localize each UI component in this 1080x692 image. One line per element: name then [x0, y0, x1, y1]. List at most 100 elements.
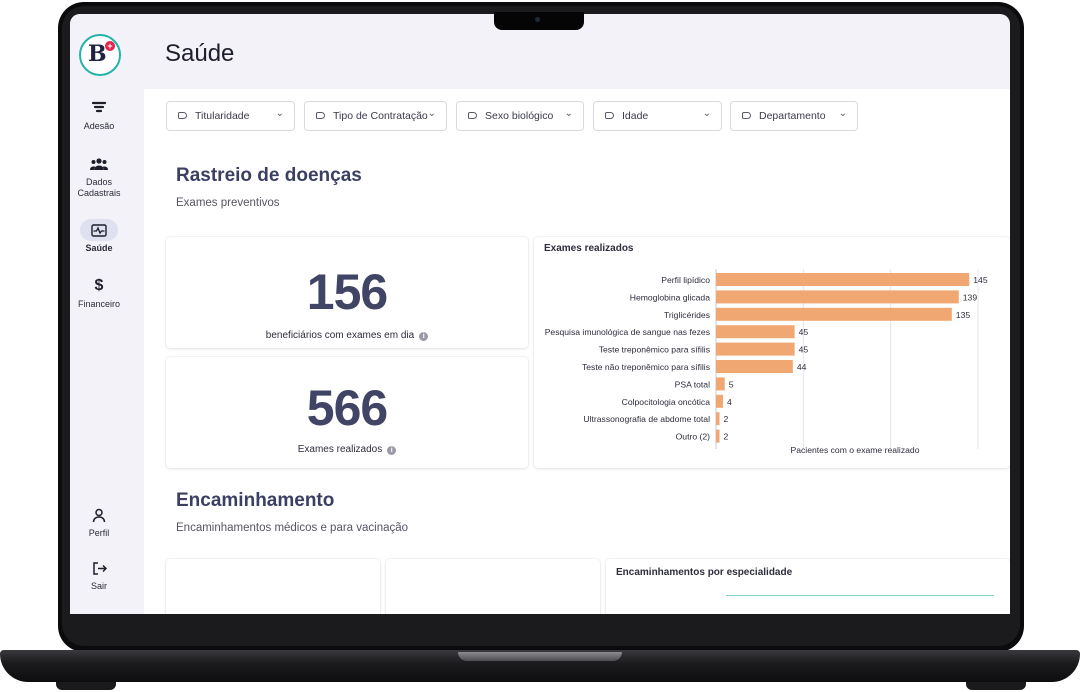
tag-icon [316, 112, 325, 119]
chart-bar [716, 307, 952, 321]
sidebar-item-label: Perfil [88, 528, 110, 538]
logout-icon [80, 557, 118, 579]
referral-chart-title: Encaminhamentos por especialidade [616, 567, 793, 578]
data-label: 5 [729, 379, 734, 389]
chevron-down-icon: ⌄ [838, 108, 847, 119]
filter-label: Idade [622, 110, 649, 122]
kpi-label-wrap: Exames realizados i [166, 444, 528, 455]
category-label: Teste não treponêmico para sífilis [582, 362, 710, 372]
chart-bar [716, 412, 720, 426]
sidebar-item-label: Saúde [85, 243, 113, 253]
kpi-label: Exames realizados [297, 444, 383, 455]
section-subtitle-rastreio: Exames preventivos [176, 197, 280, 209]
referral-chart-bar [726, 595, 994, 596]
filter-tipo-contratacao[interactable]: Tipo de Contratação ⌄ [304, 101, 447, 131]
data-label: 44 [797, 362, 807, 372]
exams-bar-chart: Perfil lipídico 145 Hemoglobina glicada 139… [545, 269, 988, 455]
section-title-encaminhamento: Encaminhamento [176, 490, 335, 511]
kpi-value: 566 [306, 380, 388, 436]
category-label: PSA total [675, 379, 710, 389]
sidebar-item-financeiro[interactable]: $ Financeiro [70, 275, 128, 310]
logo-letter: B [88, 41, 107, 67]
dollar-icon: $ [94, 277, 104, 294]
data-label: 45 [799, 345, 809, 355]
category-label: Perfil lipídico [661, 275, 710, 285]
chevron-down-icon: ⌄ [427, 108, 436, 119]
data-label: 2 [723, 414, 728, 424]
data-label: 145 [973, 275, 988, 285]
laptop-foot-right [966, 682, 1026, 690]
sidebar-item-saude[interactable]: Saúde [70, 219, 128, 254]
chart-bar [716, 394, 723, 408]
filter-departamento[interactable]: Departamento ⌄ [730, 101, 858, 131]
chart-bar [716, 377, 725, 391]
referral-card-1 [166, 559, 380, 614]
sidebar-item-dados-cadastrais[interactable]: Dados Cadastrais [70, 153, 128, 199]
filter-label: Tipo de Contratação [333, 110, 428, 122]
category-label: Pesquisa imunológica de sangue nas fezes [545, 327, 710, 337]
chart-bar [716, 325, 795, 339]
referral-card-2 [386, 559, 600, 614]
category-label: Teste treponêmico para sífilis [599, 345, 710, 355]
chevron-down-icon: ⌄ [564, 108, 573, 119]
data-label: 45 [799, 327, 809, 337]
data-label: 135 [956, 310, 971, 320]
user-icon [80, 504, 118, 526]
sidebar-item-label: Financeiro [77, 299, 121, 309]
chart-bar [716, 429, 720, 443]
tag-icon [178, 112, 187, 119]
chevron-down-icon: ⌄ [702, 108, 711, 119]
referral-chart-card: Encaminhamentos por especialidade [606, 559, 1010, 614]
filter-idade[interactable]: Idade ⌄ [593, 101, 722, 131]
page-title: Saúde [165, 40, 235, 67]
sidebar: B + Adesão Dados Cadastrais [70, 14, 128, 614]
data-label: 139 [963, 292, 978, 302]
chart-bar [716, 290, 959, 304]
logo-plus: + [105, 41, 115, 51]
tag-icon [742, 112, 751, 119]
tag-icon [468, 112, 477, 119]
exams-chart-card: Exames realizados Perfil lipídico 145 Hemo… [534, 237, 1010, 468]
sidebar-item-label: Adesão [83, 121, 115, 131]
kpi-card-exames: 566 Exames realizados i [166, 357, 528, 468]
sidebar-item-label: Dados Cadastrais [77, 177, 121, 198]
category-label: Hemoglobina glicada [630, 292, 710, 302]
kpi-card-beneficiarios: 156 beneficiários com exames em dia i [166, 237, 528, 348]
category-label: Colpocitologia oncótica [622, 397, 711, 407]
filter-sexo-biologico[interactable]: Sexo biológico ⌄ [456, 101, 584, 131]
data-label: 2 [723, 432, 728, 442]
filter-titularidade[interactable]: Titularidade ⌄ [166, 101, 295, 131]
info-icon[interactable]: i [419, 332, 429, 341]
filter-label: Sexo biológico [485, 110, 554, 122]
funnel-icon [80, 97, 118, 119]
sidebar-item-sair[interactable]: Sair [70, 557, 128, 592]
chart-title: Exames realizados [544, 243, 634, 254]
health-icon [80, 219, 118, 241]
section-subtitle-encaminhamento: Encaminhamentos médicos e para vacinação [176, 522, 409, 534]
chart-bar [716, 342, 795, 356]
sidebar-item-adesao[interactable]: Adesão [70, 97, 128, 132]
brand-logo[interactable]: B + [79, 34, 121, 76]
x-axis-title: Pacientes com o exame realizado [791, 445, 920, 455]
sidebar-item-label: Sair [90, 581, 107, 591]
kpi-label: beneficiários com exames em dia [265, 330, 415, 341]
chevron-down-icon: ⌄ [275, 108, 284, 119]
info-icon[interactable]: i [387, 446, 397, 455]
category-label: Triglicérides [664, 310, 710, 320]
camera-icon [535, 17, 540, 22]
data-label: 4 [727, 397, 732, 407]
chart-bar [716, 360, 793, 373]
sidebar-item-perfil[interactable]: Perfil [70, 504, 128, 539]
main-content: Titularidade ⌄ Tipo de Contratação ⌄ Sex… [144, 89, 1010, 614]
category-label: Outro (2) [676, 432, 711, 442]
section-title-rastreio: Rastreio de doenças [176, 165, 362, 186]
laptop-foot-left [56, 682, 116, 690]
kpi-label-wrap: beneficiários com exames em dia i [166, 330, 528, 341]
filter-label: Titularidade [195, 110, 250, 122]
kpi-value: 156 [306, 264, 388, 320]
chart-bar [716, 273, 970, 286]
tag-icon [605, 112, 614, 119]
laptop-hinge-notch [458, 652, 622, 661]
category-label: Ultrassonografia de abdome total [583, 414, 710, 424]
users-icon [80, 153, 118, 175]
